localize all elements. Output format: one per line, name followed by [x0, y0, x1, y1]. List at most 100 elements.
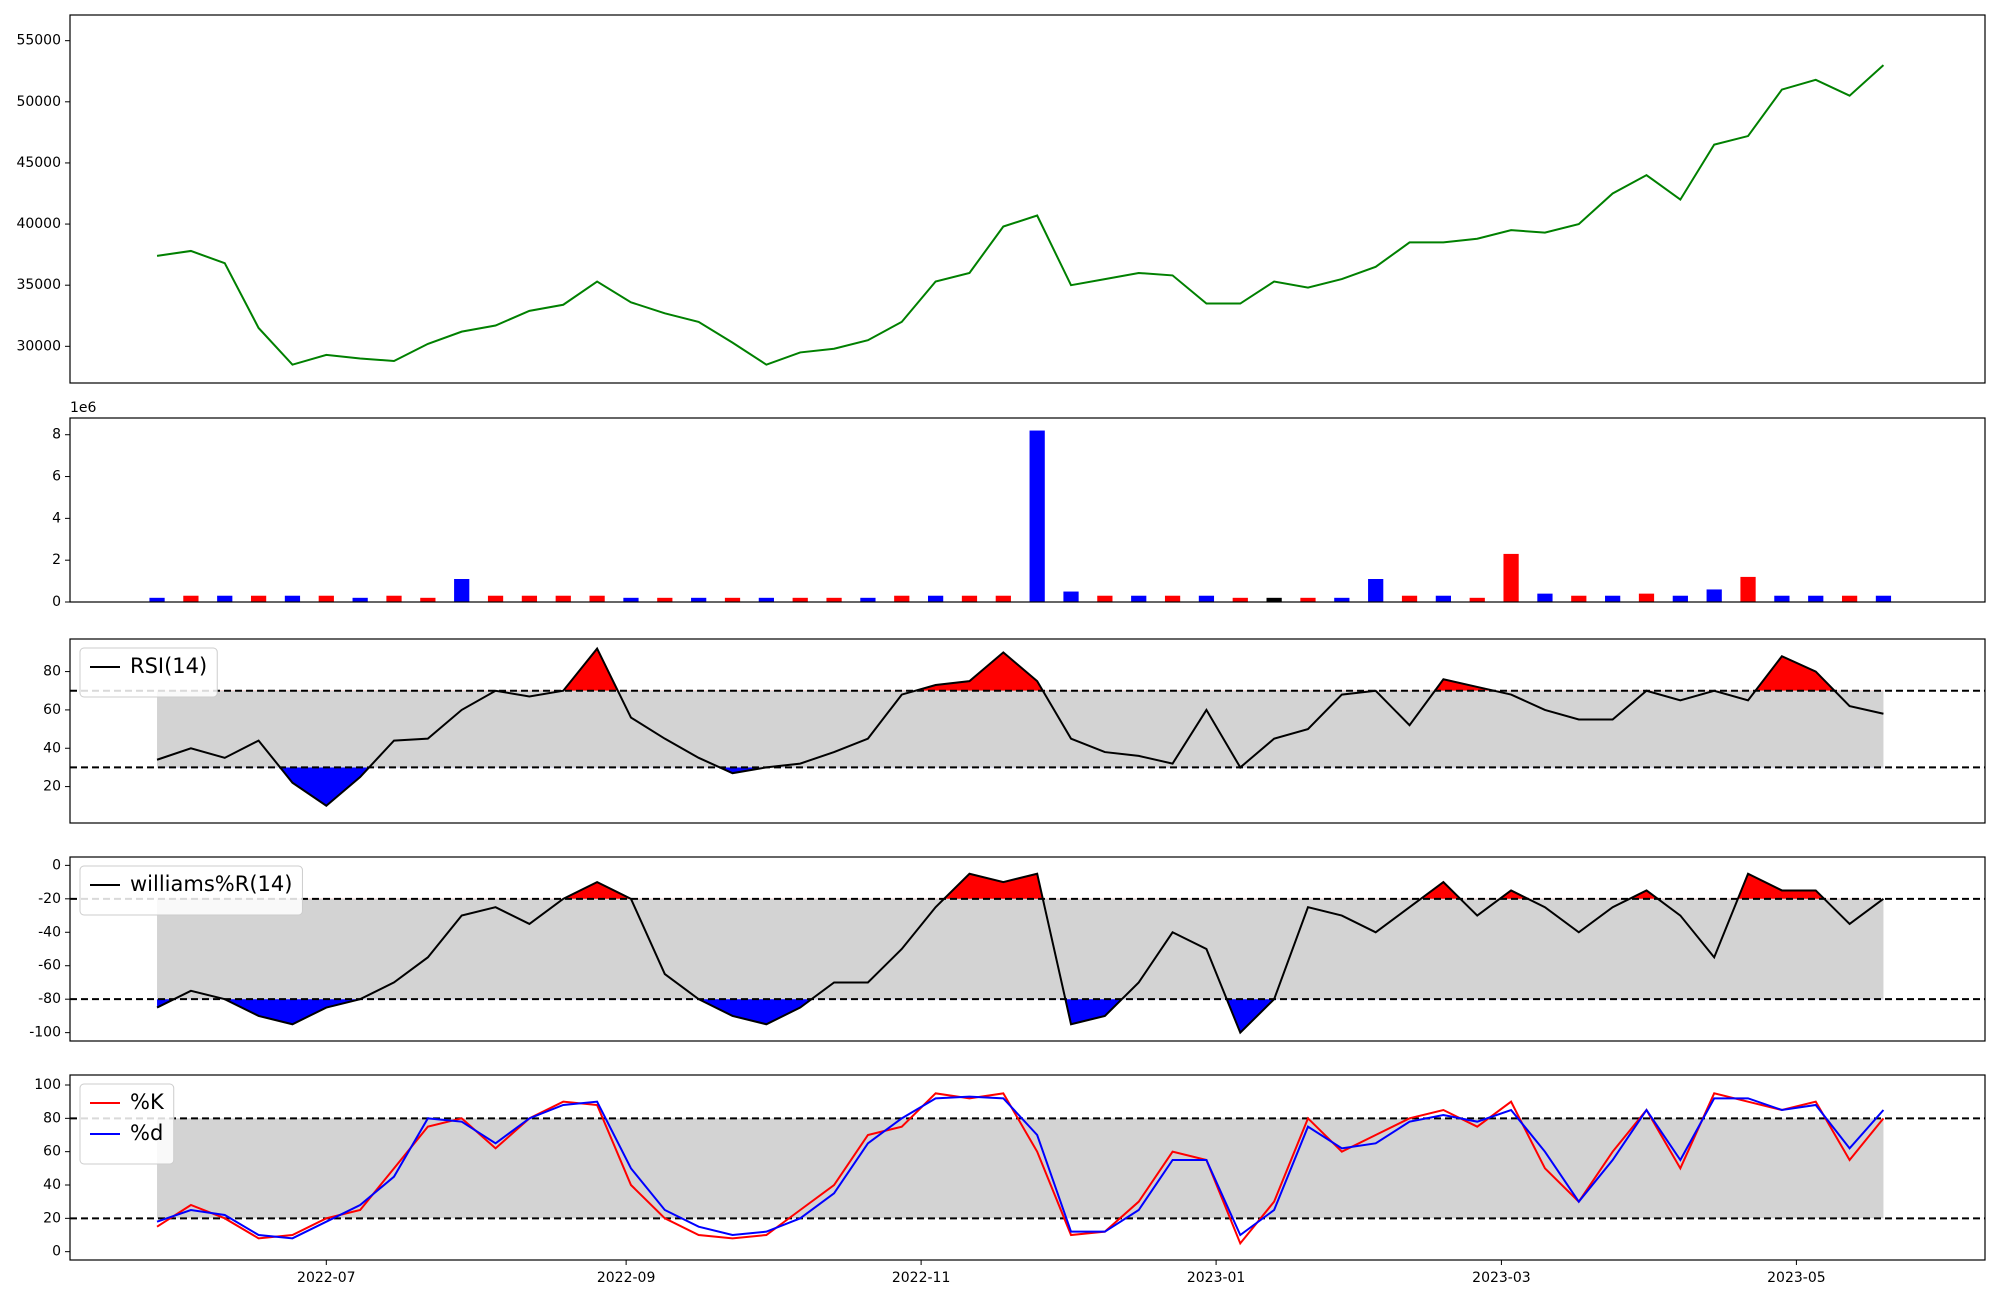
y-tick-label: 0: [52, 1244, 61, 1260]
y-tick-label: -100: [29, 1025, 61, 1041]
y-tick-label: 0: [52, 857, 61, 873]
volume-bar: [1300, 597, 1316, 602]
legend-box: [79, 647, 218, 698]
y-tick-label: 0: [52, 594, 61, 610]
volume-bar: [1164, 595, 1181, 602]
x-tick-label: 2023-05: [1767, 1270, 1826, 1286]
y-tick-label: 80: [43, 664, 61, 680]
legend-label: %K: [130, 1090, 165, 1114]
y-tick-label: 60: [43, 702, 61, 718]
volume-bar: [1232, 597, 1248, 602]
volume-bar: [183, 595, 199, 602]
volume-bar: [1875, 595, 1892, 602]
volume-bar: [250, 595, 267, 602]
y-tick-label: 8: [52, 427, 61, 443]
threshold-band: [157, 690, 1884, 768]
y-tick-label: 40: [43, 1177, 61, 1193]
volume-bar: [1503, 553, 1519, 602]
threshold-band: [157, 1118, 1884, 1219]
volume-bar: [1097, 595, 1113, 602]
volume-bar: [995, 595, 1011, 602]
offset-label: 1e6: [70, 400, 97, 416]
y-tick-label: -60: [38, 958, 61, 974]
y-tick-label: -80: [38, 991, 61, 1007]
legend-label: RSI(14): [130, 654, 207, 678]
volume-bar: [1435, 595, 1452, 602]
x-tick-label: 2023-01: [1187, 1270, 1246, 1286]
volume-bar: [758, 597, 774, 602]
y-tick-label: 40: [43, 740, 61, 756]
volume-bar: [1368, 579, 1384, 602]
volume-bar: [1537, 593, 1553, 602]
volume-bar: [1740, 576, 1756, 602]
legend: RSI(14): [79, 647, 218, 698]
volume-bar: [657, 597, 673, 602]
volume-bar: [1638, 593, 1655, 602]
volume-bar: [386, 595, 402, 602]
volume-bar: [217, 595, 233, 602]
volume-bar: [352, 597, 368, 602]
volume-bar: [1266, 597, 1282, 602]
volume-bar: [1063, 591, 1079, 602]
axes-frame: [69, 417, 1986, 603]
y-tick-label: -40: [38, 924, 61, 940]
y-tick-label: 55000: [16, 33, 61, 49]
legend: %K %d: [79, 1083, 175, 1165]
series-line: [156, 1095, 1885, 1240]
volume-bar: [487, 595, 504, 602]
y-tick-label: 30000: [16, 338, 61, 354]
series-line: [156, 646, 1884, 808]
legend-label: williams%R(14): [130, 872, 292, 896]
volume-bar: [420, 597, 436, 602]
y-tick-label: -20: [38, 891, 61, 907]
y-tick-label: 40000: [16, 216, 61, 232]
y-tick-label: 35000: [16, 277, 61, 293]
volume-bar: [284, 595, 301, 602]
volume-bar: [1029, 430, 1045, 602]
volume-bar: [149, 597, 165, 602]
legend: williams%R(14): [79, 865, 303, 916]
y-tick-label: 20: [43, 1210, 61, 1226]
volume-bar: [691, 597, 707, 602]
legend-box: [79, 865, 303, 916]
volume-bar: [555, 595, 571, 602]
volume-bar: [928, 595, 944, 602]
x-tick-label: 2022-11: [892, 1270, 951, 1286]
volume-bar: [961, 595, 978, 602]
y-tick-label: 6: [52, 469, 61, 485]
volume-bar: [318, 595, 334, 602]
x-tick-label: 2022-09: [597, 1270, 656, 1286]
volume-bar: [826, 597, 842, 602]
x-tick-label: 2023-03: [1472, 1270, 1531, 1286]
series-line: [156, 1092, 1885, 1246]
volume-bar: [1706, 589, 1722, 602]
volume-bar: [1131, 595, 1147, 602]
y-tick-label: 80: [43, 1110, 61, 1126]
volume-bar: [1334, 597, 1350, 602]
volume-bar: [1571, 595, 1587, 602]
x-tick-label: 2022-07: [297, 1270, 356, 1286]
series-line: [156, 872, 1885, 1035]
volume-bar: [1672, 595, 1688, 602]
axes-frame: [69, 638, 1986, 824]
threshold-band: [157, 898, 1884, 1000]
volume-bar: [1841, 595, 1858, 602]
volume-bar: [1808, 595, 1824, 602]
volume-bar: [1469, 597, 1485, 602]
y-tick-label: 20: [43, 779, 61, 795]
y-tick-label: 100: [34, 1077, 61, 1093]
y-tick-label: 60: [43, 1144, 61, 1160]
volume-bar: [724, 597, 741, 602]
volume-bar: [792, 597, 808, 602]
volume-bar: [1774, 595, 1790, 602]
overbought-fill: [157, 873, 1884, 899]
y-tick-label: 45000: [16, 155, 61, 171]
axes-frame: [69, 1074, 1986, 1261]
y-tick-label: 50000: [16, 94, 61, 110]
volume-bar: [589, 595, 605, 602]
volume-bar: [454, 579, 470, 602]
y-tick-label: 2: [52, 552, 61, 568]
volume-bar: [1605, 595, 1621, 602]
axes-frame: [69, 14, 1986, 384]
